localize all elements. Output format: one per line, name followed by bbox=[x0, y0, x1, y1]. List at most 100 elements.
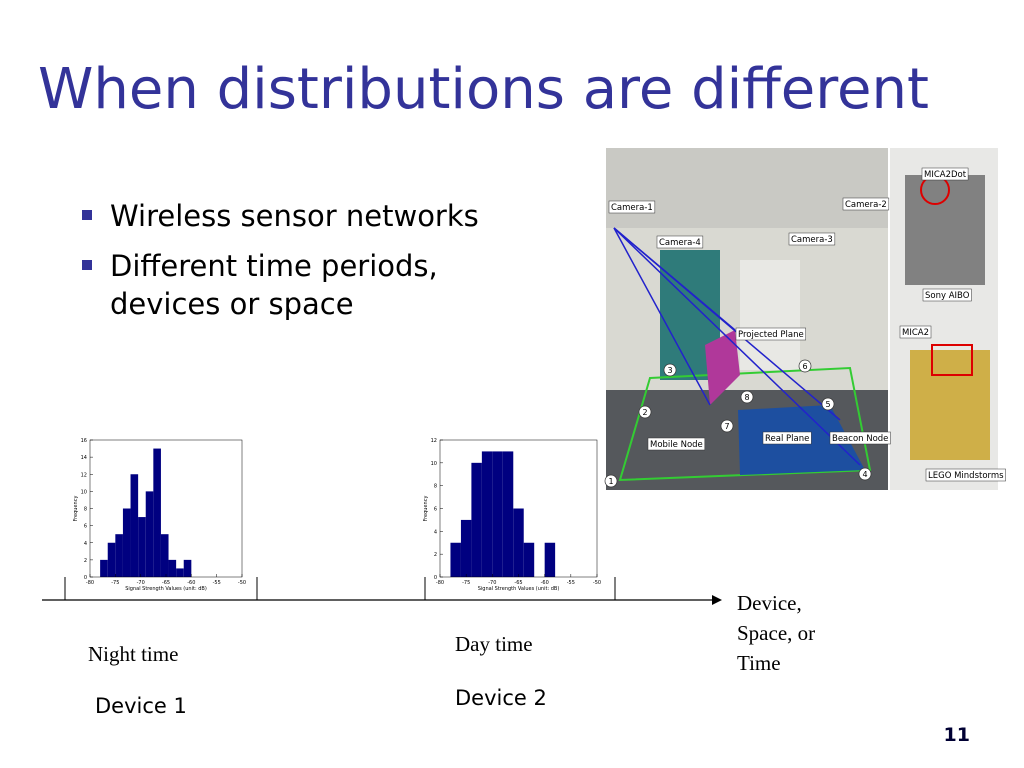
histogram-bar bbox=[460, 519, 472, 577]
y-tick-label: 2 bbox=[434, 552, 437, 558]
caption: Day time bbox=[455, 632, 533, 656]
photo-label: LEGO Mindstorms bbox=[928, 471, 1004, 481]
timeline-arrow bbox=[712, 595, 722, 605]
histogram-bar bbox=[471, 462, 482, 577]
x-tick-label: -80 bbox=[436, 580, 444, 586]
y-tick-label: 8 bbox=[84, 507, 87, 513]
x-tick-label: -55 bbox=[213, 580, 221, 586]
marker-circle bbox=[821, 397, 835, 411]
histogram-bar bbox=[176, 568, 184, 577]
x-tick-label: -80 bbox=[86, 580, 94, 586]
photo-label: Projected Plane bbox=[738, 330, 804, 340]
label-box bbox=[762, 431, 812, 445]
photo-label: Camera-4 bbox=[659, 238, 701, 248]
photo-label: Real Plane bbox=[765, 434, 809, 444]
marker-circle bbox=[604, 474, 618, 488]
photo-label: Mobile Node bbox=[650, 440, 703, 450]
histogram-bar bbox=[115, 534, 123, 577]
y-tick-label: 2 bbox=[84, 558, 87, 564]
y-tick-label: 4 bbox=[434, 529, 437, 535]
histogram-bar bbox=[153, 448, 161, 577]
y-tick-label: 10 bbox=[81, 489, 87, 495]
marker-label: 6 bbox=[802, 362, 807, 371]
histogram-bar bbox=[481, 451, 493, 577]
histogram-bar bbox=[160, 534, 169, 577]
photo-label: Beacon Node bbox=[832, 434, 888, 444]
histogram-bar bbox=[138, 517, 146, 577]
marker-circle bbox=[638, 405, 652, 419]
slide-title: When distributions are different bbox=[38, 57, 929, 122]
photo-label: Sony AIBO bbox=[925, 291, 970, 301]
y-tick-label: 14 bbox=[81, 455, 87, 461]
histogram-bar bbox=[492, 451, 503, 577]
bullet-icon bbox=[82, 260, 92, 270]
y-tick-label: 16 bbox=[81, 438, 87, 444]
x-axis-label: Signal Strength Values (unit: dB) bbox=[125, 586, 207, 592]
label-box bbox=[829, 431, 891, 445]
bullet-text: Different time periods, bbox=[110, 249, 438, 283]
photo-label: Camera-1 bbox=[611, 203, 653, 213]
bullet-text: devices or space bbox=[110, 287, 354, 321]
y-tick-label: 4 bbox=[84, 541, 87, 547]
y-tick-label: 12 bbox=[431, 438, 437, 444]
caption: Device 1 bbox=[95, 694, 187, 718]
histogram-bar bbox=[513, 508, 524, 577]
y-tick-label: 12 bbox=[81, 472, 87, 478]
marker-label: 1 bbox=[608, 477, 613, 486]
x-tick-label: -65 bbox=[162, 580, 170, 586]
histogram-bar bbox=[523, 542, 535, 577]
x-tick-label: -60 bbox=[541, 580, 549, 586]
caption: Device 2 bbox=[455, 686, 547, 710]
x-tick-label: -55 bbox=[567, 580, 575, 586]
marker-circle bbox=[858, 467, 872, 481]
photo-label: Camera-3 bbox=[791, 235, 833, 245]
label-box bbox=[921, 167, 969, 181]
label-box bbox=[647, 437, 706, 451]
marker-label: 8 bbox=[744, 393, 749, 402]
histogram-bar bbox=[122, 508, 131, 577]
marker-label: 2 bbox=[642, 408, 647, 417]
marker-circle bbox=[720, 419, 734, 433]
label-box bbox=[842, 197, 890, 211]
axis-label: Device, bbox=[737, 591, 802, 615]
label-box bbox=[788, 232, 836, 246]
histogram-bar bbox=[450, 542, 461, 577]
histogram-bar bbox=[502, 451, 514, 577]
marker-label: 7 bbox=[724, 422, 729, 431]
marker-circle bbox=[798, 359, 812, 373]
x-tick-label: -50 bbox=[593, 580, 601, 586]
x-tick-label: -70 bbox=[137, 580, 145, 586]
x-tick-label: -75 bbox=[111, 580, 119, 586]
marker-circle bbox=[663, 363, 677, 377]
caption: Night time bbox=[88, 642, 178, 666]
y-axis-label: Frequency bbox=[423, 496, 429, 522]
histogram-bar bbox=[544, 542, 556, 577]
y-tick-label: 8 bbox=[434, 484, 437, 490]
photo-label: MICA2Dot bbox=[924, 170, 967, 180]
label-box bbox=[925, 468, 1006, 482]
y-tick-label: 0 bbox=[84, 575, 87, 581]
bullet-text: Wireless sensor networks bbox=[110, 199, 479, 233]
photo-label: MICA2 bbox=[902, 328, 929, 338]
label-box bbox=[656, 235, 704, 249]
y-axis-label: Frequency bbox=[73, 496, 79, 522]
marker-circle bbox=[740, 390, 754, 404]
histogram-bar bbox=[145, 491, 154, 577]
label-box bbox=[899, 325, 932, 339]
y-tick-label: 10 bbox=[431, 461, 437, 467]
histogram-bar bbox=[168, 559, 177, 577]
histogram-bar bbox=[107, 542, 116, 577]
label-box bbox=[922, 288, 972, 302]
y-tick-label: 6 bbox=[434, 507, 437, 513]
histogram-bar bbox=[100, 559, 108, 577]
marker-label: 3 bbox=[667, 366, 672, 375]
axis-label: Space, or bbox=[737, 621, 815, 645]
x-tick-label: -70 bbox=[488, 580, 496, 586]
label-box bbox=[735, 327, 806, 341]
marker-label: 4 bbox=[862, 470, 867, 479]
y-tick-label: 0 bbox=[434, 575, 437, 581]
photo-label: Camera-2 bbox=[845, 200, 887, 210]
histogram-bar bbox=[130, 474, 139, 577]
x-tick-label: -60 bbox=[187, 580, 195, 586]
